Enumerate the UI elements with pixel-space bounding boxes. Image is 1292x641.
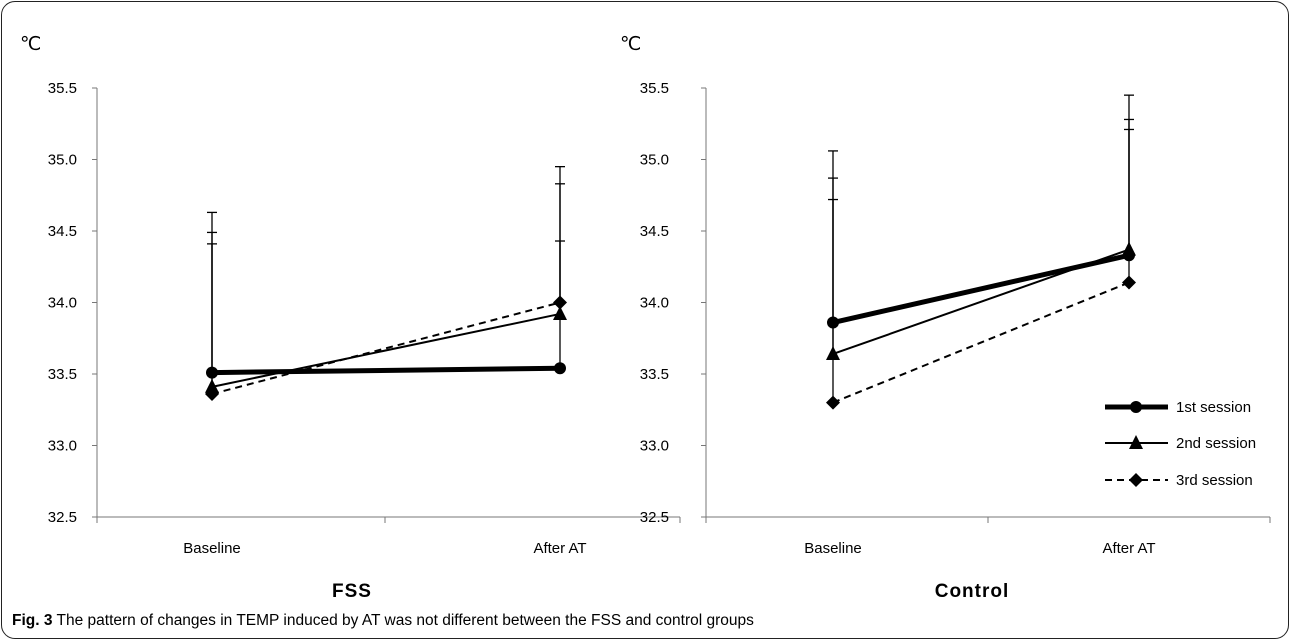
panel-2-unit-label: ℃: [620, 34, 641, 55]
panel-1-point-circle: [554, 362, 566, 375]
panel-1-y-tick-label: 34.0: [48, 295, 77, 312]
panel-2-point-triangle: [826, 345, 840, 360]
panel-1-unit-label: ℃: [20, 34, 41, 55]
panel-2-point-diamond: [826, 395, 840, 410]
panel-2-point-diamond: [1122, 275, 1136, 290]
panel-2-point-triangle: [1122, 241, 1136, 256]
panel-2-chart: ℃ 32.5 33.0 33.5 34.0 34.5 35.0 35.5 Baseline Aft…: [620, 34, 1271, 602]
panel-1-point-circle: [206, 366, 218, 379]
figure-caption: Fig. 3 The pattern of changes in TEMP in…: [12, 612, 754, 630]
panel-1-title: FSS: [332, 581, 372, 602]
legend-label-2: 2nd session: [1176, 435, 1256, 452]
panel-1-y-tick-label: 32.5: [48, 509, 77, 526]
panel-1-series-line-3: [211, 301, 561, 395]
panel-2-series-line-2: [832, 248, 1130, 355]
panel-2-y-tick-label: 35.0: [640, 152, 669, 169]
panel-1-x-tick-label: After AT: [533, 540, 586, 557]
panel-1-chart: ℃ 32.5 33.0 33.5 34.0 34.5 35.0 35.5 Baseline Aft…: [20, 34, 681, 602]
panel-1-y-tick-label: 34.5: [48, 223, 77, 240]
panel-1-y-tick-label: 33.0: [48, 438, 77, 455]
panel-2-title: Control: [935, 581, 1010, 602]
panel-2-point-circle: [827, 316, 839, 329]
panel-2-x-tick-label: Baseline: [804, 540, 862, 557]
panel-2-y-tick-label: 32.5: [640, 509, 669, 526]
legend-label-1: 1st session: [1176, 399, 1251, 416]
panel-1-y-tick-label: 35.5: [48, 80, 77, 97]
panel-2-x-tick-label: After AT: [1102, 540, 1155, 557]
panel-1-point-diamond: [205, 387, 219, 402]
caption-text: The pattern of changes in TEMP induced b…: [52, 612, 754, 629]
panel-2-y-tick-label: 34.0: [640, 295, 669, 312]
caption-label: Fig. 3: [12, 612, 53, 629]
legend-label-3: 3rd session: [1176, 472, 1253, 489]
panel-1-point-triangle: [553, 305, 567, 320]
legend: 1st session 2nd session 3rd session: [1105, 399, 1256, 489]
legend-marker-diamond: [1129, 473, 1143, 487]
panel-1-y-tick-label: 33.5: [48, 366, 77, 383]
panel-1-series-line-1: [211, 365, 561, 376]
panel-2-series-line-3: [832, 281, 1130, 404]
panel-2-y-tick-label: 35.5: [640, 80, 669, 97]
panel-1-y-tick-label: 35.0: [48, 152, 77, 169]
panel-2-y-tick-label: 33.0: [640, 438, 669, 455]
panel-1-series-line-2: [211, 312, 561, 388]
panel-1-point-triangle: [205, 378, 219, 393]
legend-marker-circle: [1130, 401, 1142, 413]
panel-1-x-tick-label: Baseline: [183, 540, 241, 557]
panel-1-point-diamond: [553, 295, 567, 310]
legend-marker-triangle: [1129, 435, 1143, 449]
panel-2-y-tick-label: 33.5: [640, 366, 669, 383]
panel-2-y-tick-label: 34.5: [640, 223, 669, 240]
